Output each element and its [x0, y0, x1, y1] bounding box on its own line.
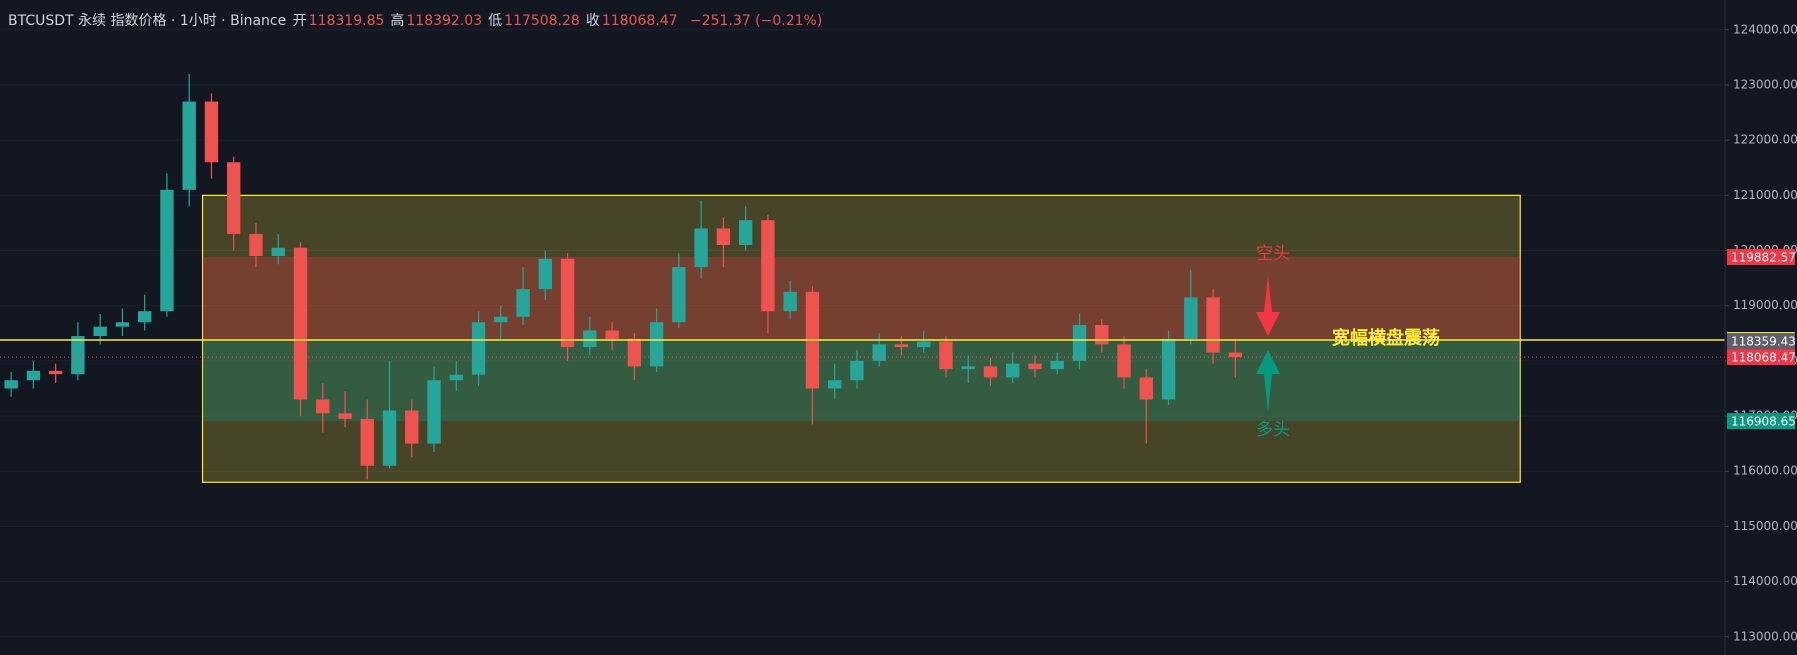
- candle-body: [1050, 360, 1064, 370]
- candle-body: [271, 247, 285, 257]
- legend-value: 118319.85: [308, 13, 385, 29]
- long-label: 多头: [1256, 420, 1290, 440]
- candle-body: [939, 341, 953, 370]
- candle-body: [293, 247, 308, 400]
- price-label: 118359.43: [1731, 335, 1796, 349]
- price-label: 118068.47: [1731, 351, 1796, 365]
- y-tick-label: 116000.00: [1733, 464, 1797, 478]
- candles: [4, 73, 1242, 480]
- candle-body: [71, 336, 85, 375]
- candle-body: [917, 341, 931, 348]
- candle-body: [850, 360, 864, 381]
- candle-body: [316, 399, 330, 414]
- y-tick-label: 122000.00: [1733, 133, 1797, 147]
- y-axis: 113000.00114000.00115000.00116000.001170…: [1725, 22, 1797, 643]
- zone: [202, 257, 1521, 341]
- candle-body: [182, 101, 196, 190]
- candle-body: [894, 344, 909, 348]
- candle-body: [1139, 377, 1153, 400]
- short-arrow: [1256, 275, 1280, 336]
- legend-value: 118392.03: [406, 13, 483, 29]
- candle-body: [93, 326, 107, 337]
- candle-body: [961, 366, 975, 370]
- y-tick-label: 113000.00: [1733, 629, 1797, 643]
- price-label-box: [1727, 413, 1795, 430]
- header: BTCUSDT 永续 指数价格 · 1小时 · Binance 开 118319.…: [8, 10, 828, 30]
- candle-body: [1206, 297, 1220, 353]
- price-label-box: [1727, 249, 1795, 266]
- y-tick-label: 121000.00: [1733, 188, 1797, 202]
- candle-body: [227, 162, 241, 234]
- price-label-box: [1727, 349, 1795, 366]
- candle-body: [427, 380, 441, 444]
- candle-body: [115, 322, 130, 327]
- lines: [0, 339, 1725, 358]
- legend-value: 117508.28: [504, 13, 580, 29]
- candle-body: [204, 101, 219, 163]
- candle-body: [471, 322, 486, 375]
- candle-body: [560, 258, 575, 348]
- zone: [202, 340, 1521, 422]
- candle-body: [583, 330, 597, 348]
- symbol-title: BTCUSDT 永续 指数价格 · 1小时 · Binance: [8, 13, 287, 29]
- candle-body: [761, 220, 775, 312]
- candle-body: [382, 410, 397, 466]
- candle-body: [672, 267, 686, 323]
- candle-body: [1028, 363, 1042, 370]
- legend-label: 收: [585, 13, 600, 29]
- candle-body: [1117, 344, 1131, 378]
- y-tick-label: 124000.00: [1733, 22, 1797, 36]
- candle-body: [538, 258, 552, 290]
- candle-body: [694, 228, 708, 268]
- y-tick-label: 115000.00: [1733, 519, 1797, 533]
- short-label: 空头: [1256, 244, 1290, 264]
- candle-body: [627, 338, 642, 367]
- candle-body: [738, 220, 753, 246]
- candle-body: [649, 322, 664, 367]
- candle-body: [872, 344, 886, 361]
- candle-body: [48, 370, 63, 375]
- candle-body: [405, 410, 419, 444]
- price-label: 119882.57: [1731, 251, 1796, 265]
- candle-body: [605, 330, 619, 339]
- ohlc-legend: 开 118319.85 高 118392.03 低 117508.28 收 118068.47: [293, 13, 684, 29]
- change-label: −251.37 (−0.21%): [690, 13, 823, 29]
- candle-body: [1184, 297, 1198, 339]
- candle-body: [828, 380, 842, 389]
- long-arrow: [1256, 350, 1280, 412]
- candle-body: [1228, 352, 1242, 358]
- candle-body: [983, 366, 998, 378]
- price-label: 116908.65: [1731, 415, 1796, 429]
- zones: [201, 194, 1521, 483]
- candle-body: [1095, 325, 1109, 345]
- y-tick-label: 119000.00: [1733, 298, 1797, 312]
- legend-value: 118068.47: [601, 13, 678, 29]
- candle-body: [360, 418, 374, 466]
- candle-body: [783, 291, 797, 312]
- candle-body: [716, 228, 731, 246]
- candle-body: [4, 380, 18, 389]
- candle-body: [338, 413, 352, 419]
- candle-body: [138, 311, 152, 323]
- range-label: 宽幅横盘震荡: [1332, 327, 1440, 349]
- candle-body: [160, 189, 174, 312]
- range-box: [201, 194, 1521, 483]
- candle-body: [1006, 363, 1020, 378]
- price-label-box: [1727, 333, 1795, 350]
- legend-label: 低: [488, 13, 503, 29]
- candle-body: [249, 233, 263, 257]
- candle-body: [1072, 325, 1087, 361]
- y-tick-label: 123000.00: [1733, 77, 1797, 91]
- legend-label: 开: [292, 13, 307, 29]
- legend-label: 高: [390, 13, 405, 29]
- candle-body: [449, 374, 463, 381]
- candle-body: [26, 370, 41, 381]
- candle-body: [516, 289, 530, 317]
- candle-body: [1161, 338, 1176, 400]
- y-tick-label: 114000.00: [1733, 574, 1797, 588]
- candle-body: [494, 316, 508, 323]
